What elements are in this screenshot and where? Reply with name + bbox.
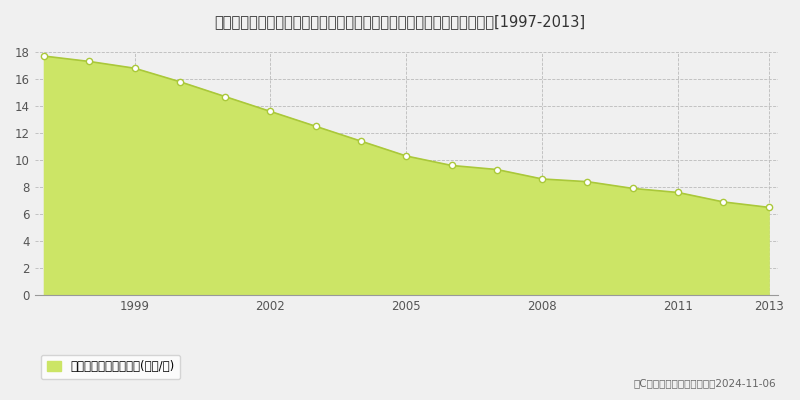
Text: （C）土地価格ドットコム　2024-11-06: （C）土地価格ドットコム 2024-11-06 — [634, 378, 776, 388]
Legend: 公示地価　平均坪単価(万円/坪): 公示地価 平均坪単価(万円/坪) — [41, 354, 181, 379]
Text: 長野県上水内郡信濃町大字柏原字役屋敷６０番１　公示地価　地価推移[1997-2013]: 長野県上水内郡信濃町大字柏原字役屋敷６０番１ 公示地価 地価推移[1997-20… — [214, 14, 586, 29]
